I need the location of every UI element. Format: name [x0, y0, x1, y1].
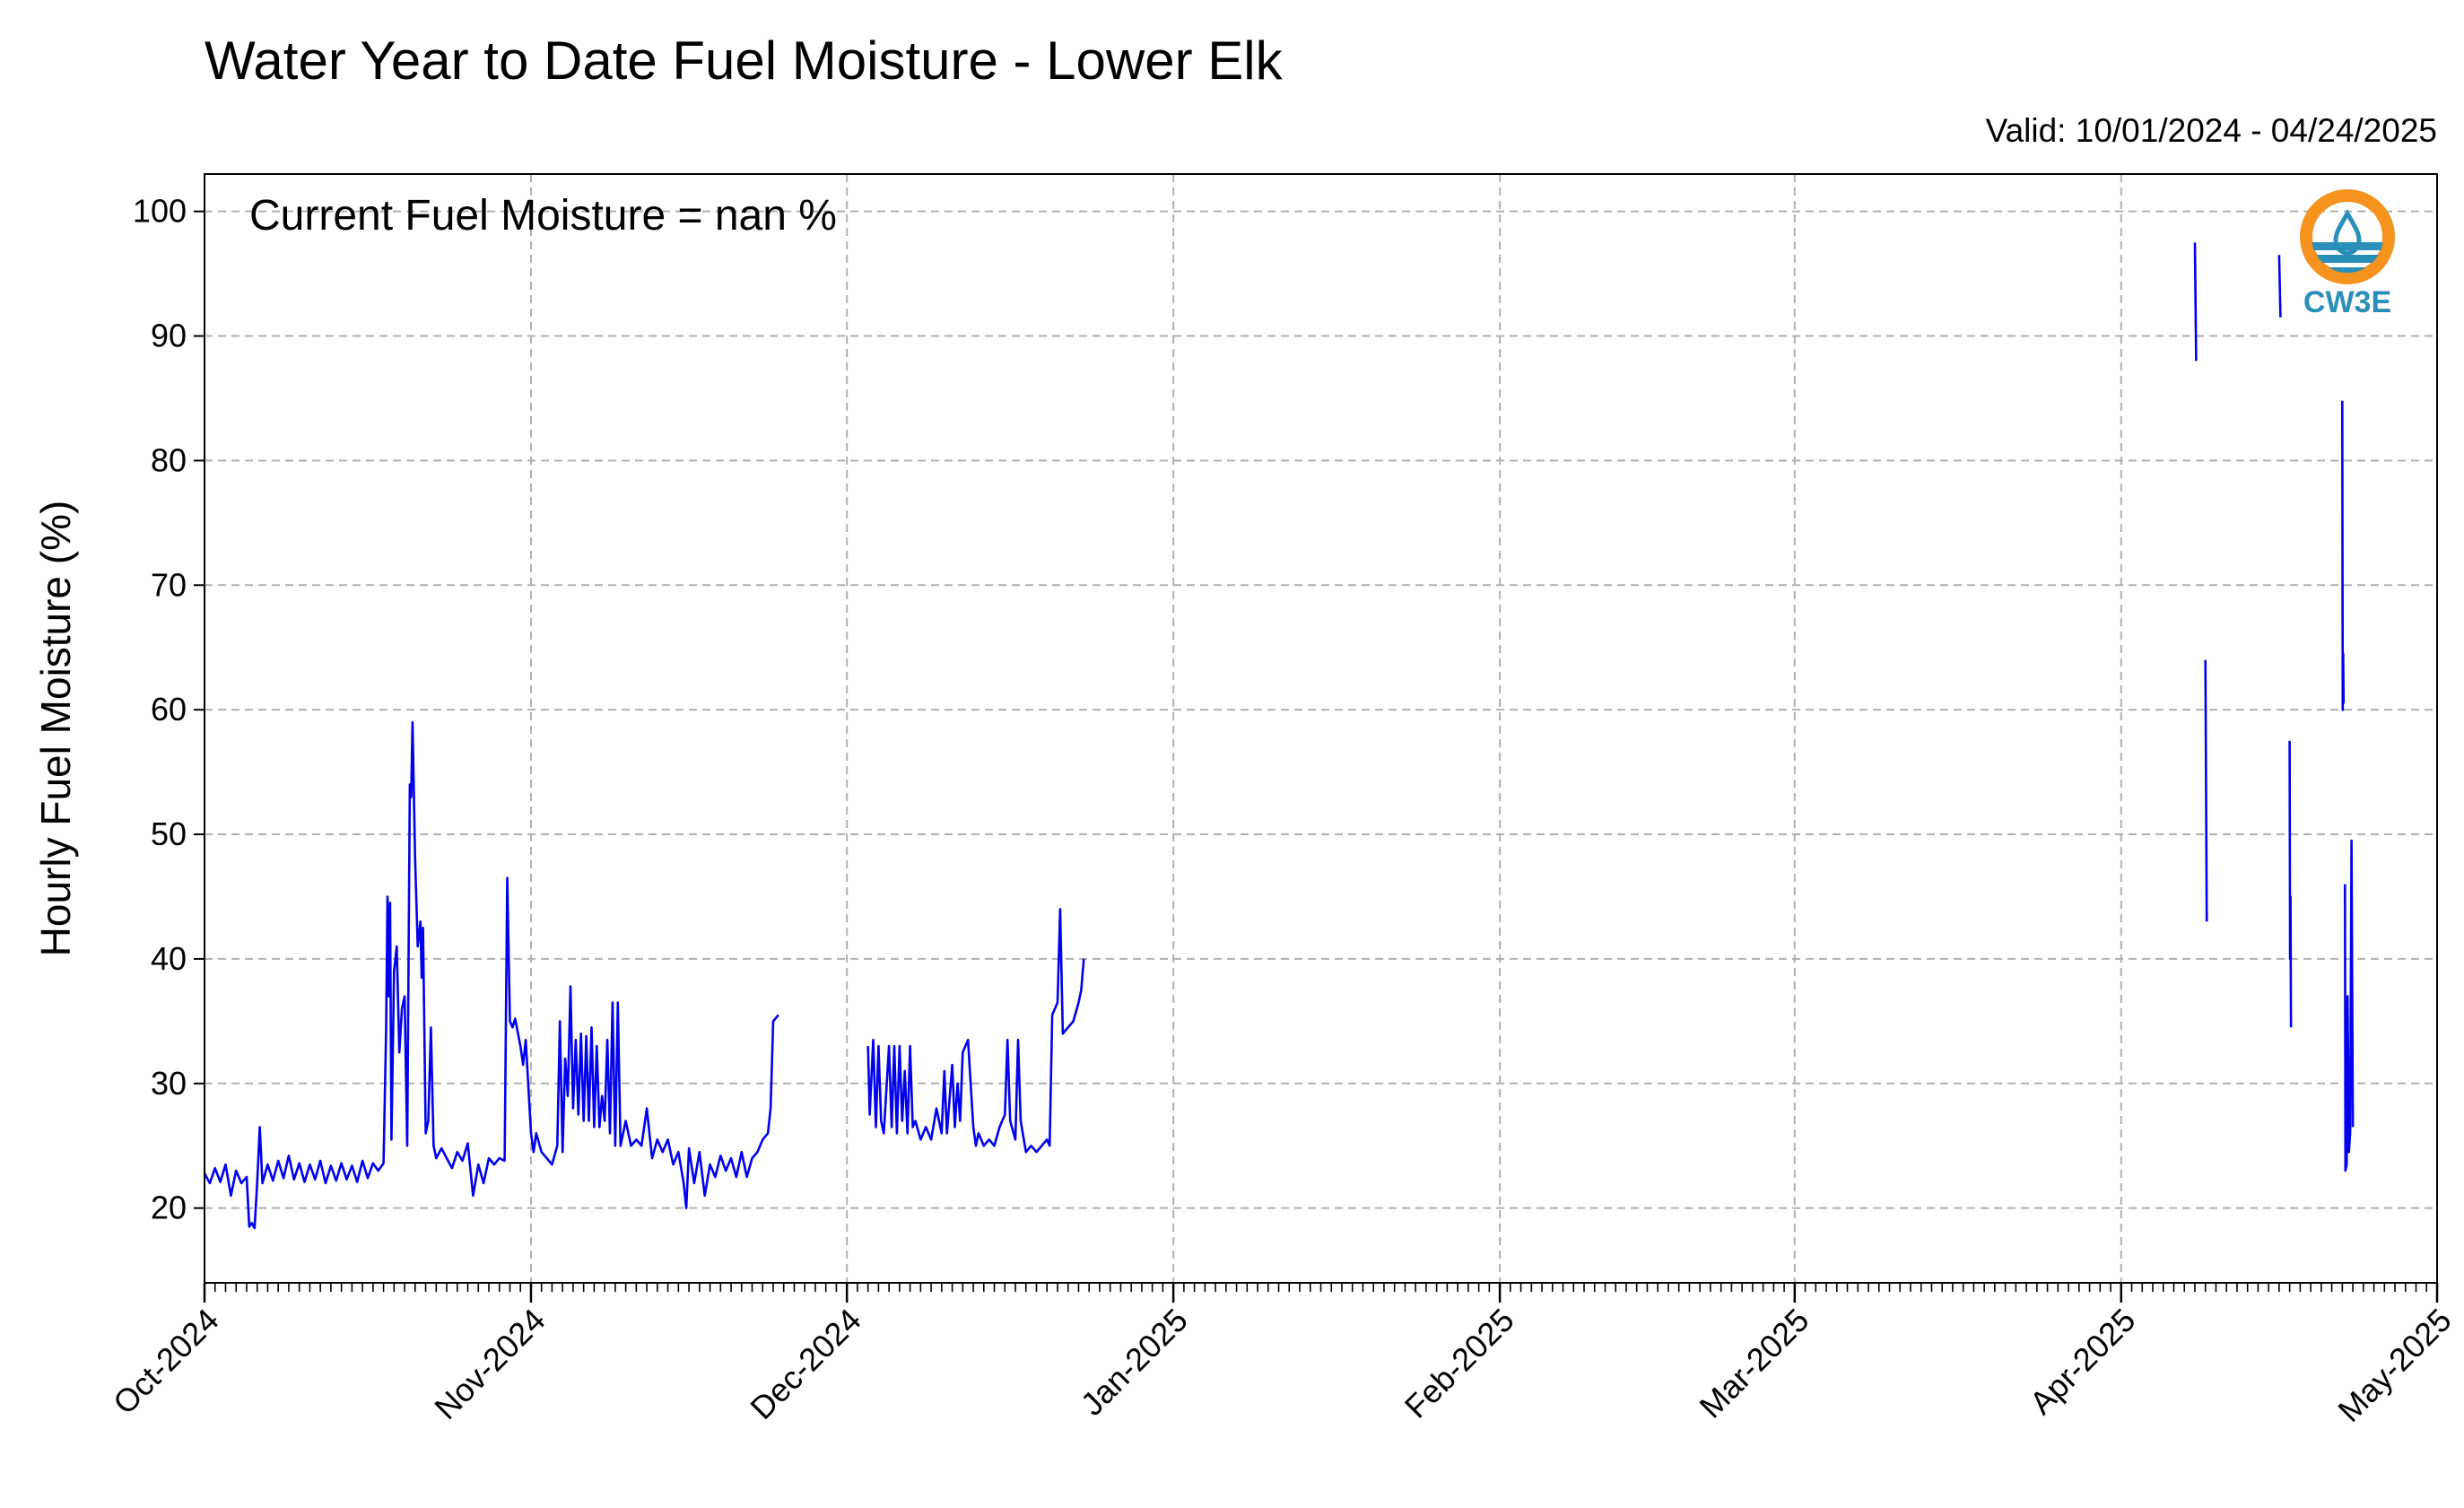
y-tick-label: 100	[133, 193, 187, 230]
cw3e-logo: CW3E	[2300, 189, 2395, 319]
y-axis-ticks: 20 30 40 50 60 70 80 90 100	[133, 193, 205, 1226]
logo-wave-icon	[2312, 242, 2383, 250]
y-tick-label: 30	[151, 1065, 187, 1102]
chart-title: Water Year to Date Fuel Moisture - Lower…	[205, 31, 1284, 91]
logo-droplet-icon	[2333, 208, 2362, 256]
x-tick-label: May-2025	[2330, 1302, 2458, 1429]
x-tick-label: Apr-2025	[2023, 1302, 2143, 1422]
valid-date-range: Valid: 10/01/2024 - 04/24/2025	[1986, 112, 2437, 149]
series-line-segment	[2344, 839, 2355, 1172]
logo-text: CW3E	[2303, 285, 2391, 319]
series-line-segment	[203, 720, 779, 1230]
x-tick-label: Oct-2024	[106, 1302, 226, 1422]
x-axis-ticks: Oct-2024 Nov-2024 Dec-2024 Jan-2025 Feb-2025…	[106, 1283, 2459, 1429]
series-line-segment	[2193, 242, 2198, 362]
x-tick-label: Mar-2025	[1693, 1302, 1816, 1425]
y-tick-label: 50	[151, 815, 187, 852]
series-line-segment	[2204, 659, 2208, 922]
y-tick-label: 40	[151, 940, 187, 977]
series-line-segment	[866, 908, 1085, 1154]
x-tick-label: Feb-2025	[1397, 1302, 1521, 1425]
series-line-segment	[2288, 740, 2293, 1028]
x-tick-label: Nov-2024	[427, 1302, 552, 1426]
y-tick-label: 90	[151, 318, 187, 354]
series-line-segment	[2277, 255, 2282, 318]
logo-ring-icon	[2300, 189, 2395, 284]
y-tick-label: 60	[151, 691, 187, 728]
grid-lines	[204, 174, 2438, 1283]
y-tick-label: 20	[151, 1190, 187, 1226]
logo-wave-icon	[2312, 255, 2383, 263]
fuel-moisture-series	[203, 242, 2355, 1230]
y-tick-label: 80	[151, 441, 187, 478]
plot-frame	[204, 173, 2438, 1284]
series-line-segment	[2341, 400, 2346, 711]
x-tick-label: Dec-2024	[743, 1302, 867, 1426]
logo-wave-icon	[2312, 267, 2383, 273]
x-tick-label: Jan-2025	[1074, 1302, 1195, 1423]
y-tick-label: 70	[151, 566, 187, 603]
y-axis-label: Hourly Fuel Moisture (%)	[32, 501, 79, 957]
current-fuel-moisture-annotation: Current Fuel Moisture = nan %	[249, 192, 837, 240]
